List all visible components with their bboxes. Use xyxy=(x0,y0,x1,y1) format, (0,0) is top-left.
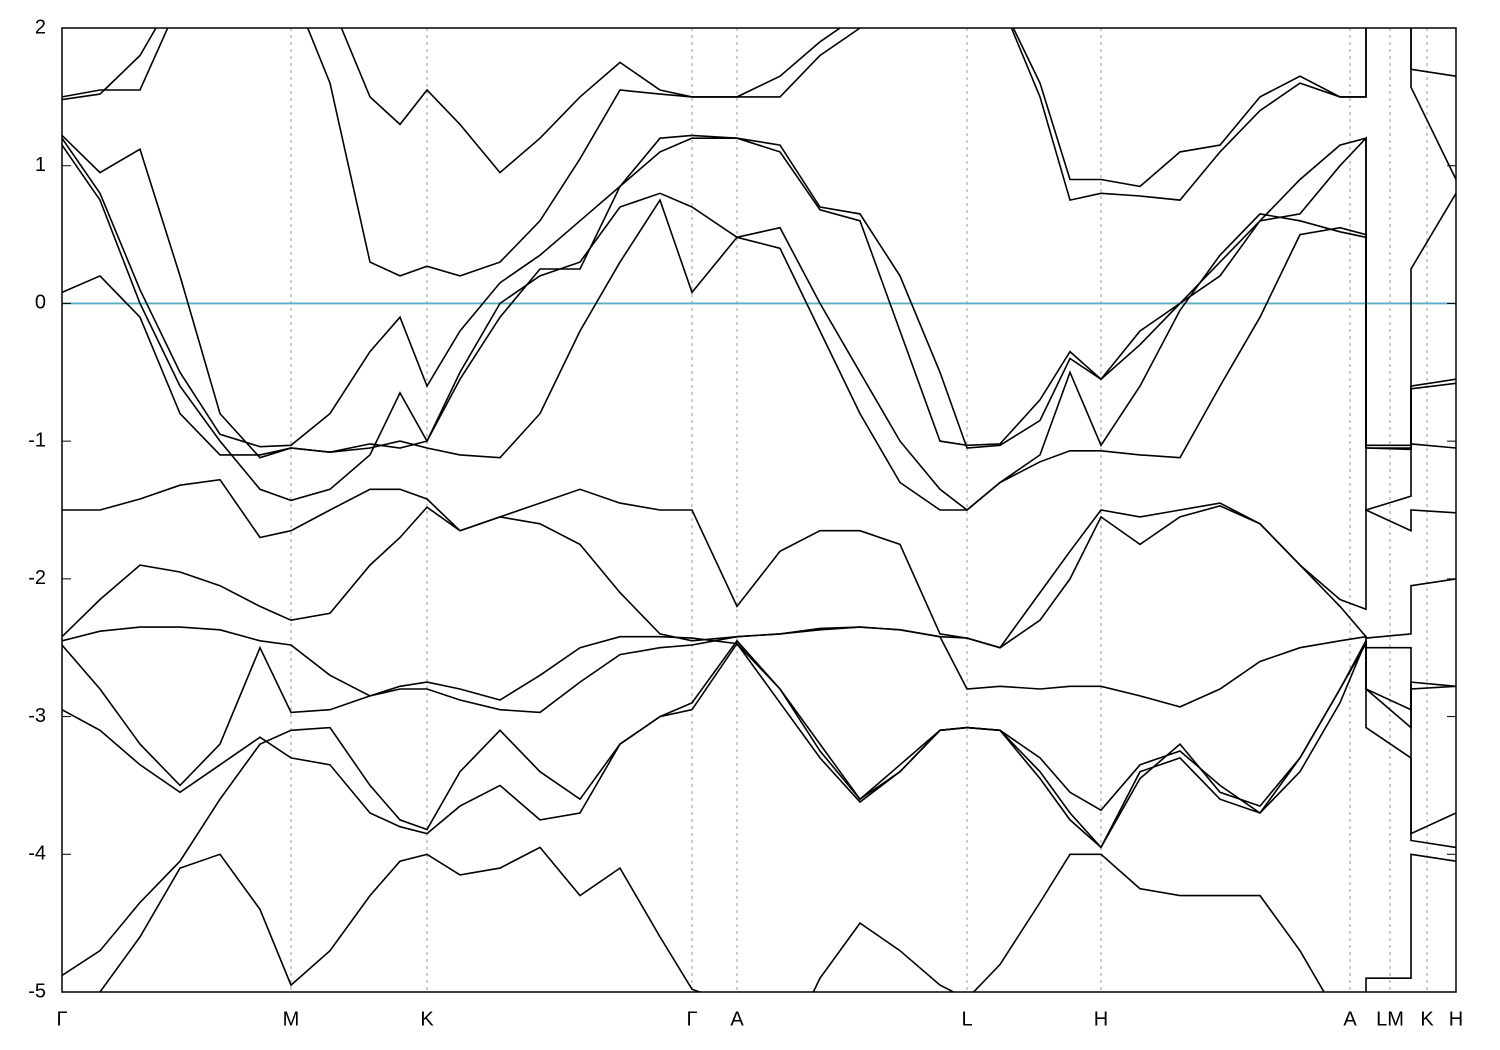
y-tick-label: 1 xyxy=(35,154,46,176)
band-line xyxy=(62,505,1456,649)
y-tick-label: -5 xyxy=(28,980,46,1002)
band-line xyxy=(62,639,1456,849)
band-line xyxy=(62,478,1456,649)
x-tick-label: A xyxy=(1343,1008,1357,1030)
x-tick-label: A xyxy=(730,1008,744,1030)
x-tick-label: H xyxy=(1449,1008,1463,1030)
x-tick-label: K xyxy=(420,1008,434,1030)
x-tick-label: H xyxy=(1094,1008,1108,1030)
x-tick-label: Γ xyxy=(686,1008,697,1030)
band-line xyxy=(62,28,1456,277)
band-line xyxy=(62,198,1456,511)
grid-layer xyxy=(62,28,1456,992)
y-tick-label: -1 xyxy=(28,429,46,451)
x-tick-label: M xyxy=(283,1008,300,1030)
band-line xyxy=(62,626,1456,787)
x-tick-label: L xyxy=(961,1008,972,1030)
band-line xyxy=(62,134,1456,459)
y-tick-label: 0 xyxy=(35,292,46,314)
x-tick-label: K xyxy=(1420,1008,1434,1030)
x-tick-label: Γ xyxy=(56,1008,67,1030)
band-line xyxy=(62,640,1456,977)
band-line xyxy=(98,846,1456,992)
x-tick-label: LM xyxy=(1376,1008,1404,1030)
y-tick-label: -4 xyxy=(28,843,46,865)
y-tick-label: -2 xyxy=(28,567,46,589)
band-line xyxy=(62,28,1456,188)
bands-layer xyxy=(62,28,1456,992)
band-line xyxy=(62,144,1456,512)
band-line xyxy=(62,136,1456,449)
y-tick-label: -3 xyxy=(28,705,46,727)
plot-frame xyxy=(61,27,1457,993)
y-tick-label: 2 xyxy=(35,16,46,38)
band-line xyxy=(62,626,1456,815)
labels-layer: 210-1-2-3-4-5Γ M K Γ A L H A LM K H xyxy=(28,16,1463,1030)
